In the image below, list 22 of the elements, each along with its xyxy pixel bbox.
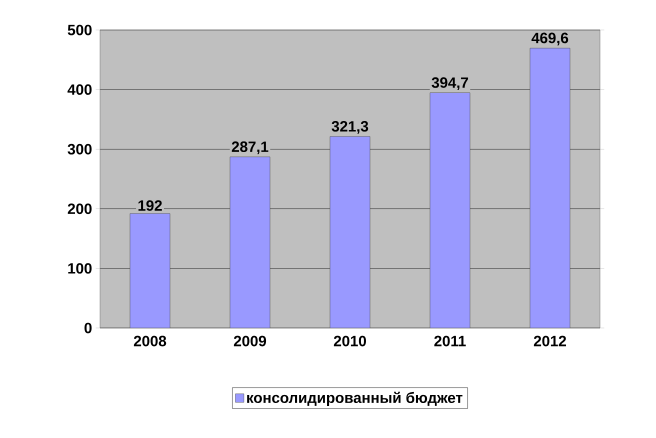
bar [430, 92, 470, 328]
y-tick-label: 500 [68, 24, 92, 36]
y-tick-label: 200 [68, 203, 92, 214]
x-tick-label: 2010 [334, 336, 366, 346]
x-tick-label: 2012 [534, 336, 566, 346]
y-tick-label: 300 [68, 144, 92, 154]
legend-label: консолидированный бюджет [247, 392, 462, 406]
x-tick-label: 2011 [434, 336, 466, 346]
data-label: 321,3 [332, 121, 368, 134]
x-tick-label: 2008 [134, 336, 166, 346]
bar [230, 156, 270, 328]
bar [130, 213, 170, 328]
y-tick-label: 400 [68, 84, 92, 95]
data-label: 192 [138, 200, 162, 211]
data-label: 394,7 [432, 77, 468, 90]
x-tick-label: 2009 [234, 336, 266, 346]
data-label: 469,6 [532, 32, 568, 46]
data-label: 287,1 [232, 141, 268, 154]
y-tick-label: 100 [68, 263, 92, 274]
bar [530, 48, 570, 328]
y-tick-label: 0 [84, 322, 92, 334]
bar [330, 136, 370, 328]
